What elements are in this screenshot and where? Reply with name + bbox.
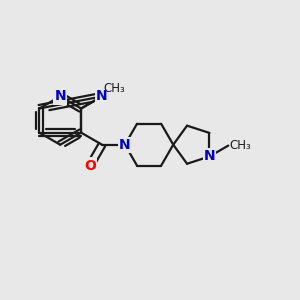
Text: CH₃: CH₃ <box>230 139 251 152</box>
Text: N: N <box>119 138 131 152</box>
Text: N: N <box>54 89 66 103</box>
Text: O: O <box>84 159 96 172</box>
Text: CH₃: CH₃ <box>103 82 125 95</box>
Text: N: N <box>96 89 108 103</box>
Text: N: N <box>204 149 215 164</box>
